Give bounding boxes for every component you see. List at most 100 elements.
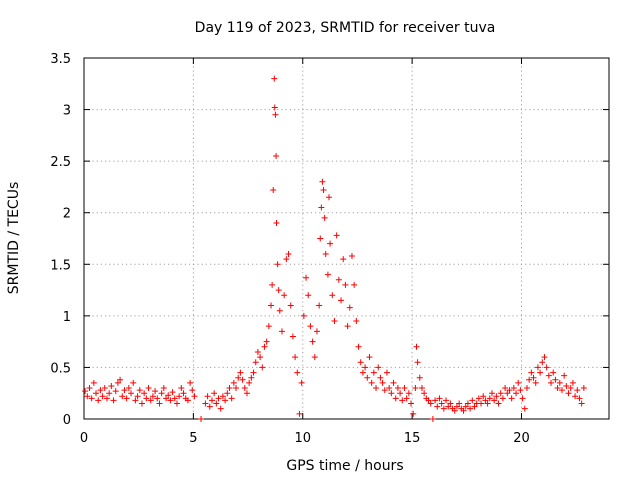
data-point (386, 385, 393, 392)
data-point (488, 390, 495, 397)
data-point (388, 390, 395, 397)
data-point (198, 416, 205, 422)
data-point (217, 405, 224, 412)
data-point (497, 390, 504, 397)
data-point (233, 385, 240, 392)
data-point (171, 395, 178, 402)
data-point (545, 372, 552, 379)
data-point (263, 338, 270, 345)
data-point (326, 194, 332, 201)
data-point (451, 407, 458, 414)
data-point (370, 369, 377, 376)
data-point (103, 395, 110, 402)
data-point (167, 397, 174, 404)
data-point (243, 390, 250, 397)
data-point (211, 390, 218, 397)
data-point (230, 379, 237, 386)
y-tick-label: 1.5 (50, 258, 71, 273)
data-point (273, 152, 280, 159)
data-point (556, 379, 563, 386)
data-point (324, 271, 331, 278)
data-point (187, 379, 194, 386)
data-point (143, 395, 150, 402)
data-point (241, 385, 248, 392)
data-point (271, 104, 278, 111)
data-point (228, 395, 235, 402)
data-point (88, 395, 95, 402)
chart-title: Day 119 of 2023, SRMTID for receiver tuv… (195, 20, 496, 36)
data-point (432, 397, 439, 404)
data-point (276, 307, 283, 314)
data-point (90, 379, 97, 386)
data-point (191, 393, 198, 400)
data-point (530, 374, 537, 381)
data-point (272, 111, 279, 118)
data-point (373, 385, 380, 392)
data-point (469, 397, 476, 404)
data-point (246, 379, 253, 386)
data-point (125, 385, 132, 392)
data-point (578, 400, 585, 407)
data-point (134, 393, 141, 400)
data-point (318, 204, 325, 211)
data-point (368, 379, 375, 386)
data-point (281, 292, 288, 299)
data-point (401, 385, 408, 392)
data-point (119, 393, 126, 400)
data-point (189, 387, 196, 394)
data-point (403, 395, 410, 402)
grid-layer (84, 58, 609, 419)
data-point (239, 376, 246, 383)
data-point (460, 407, 467, 414)
y-tick-label: 0.5 (50, 361, 71, 376)
data-point (180, 390, 187, 397)
data-point (541, 354, 548, 361)
data-point (482, 397, 489, 404)
data-point (298, 379, 305, 386)
data-point (434, 403, 441, 410)
data-point (219, 393, 226, 400)
data-point (346, 304, 353, 311)
x-tick-label: 5 (189, 431, 197, 446)
plot-frame (83, 57, 610, 420)
x-tick-label: 20 (513, 431, 530, 446)
data-point (261, 343, 268, 350)
data-point (554, 385, 561, 392)
data-point (379, 379, 386, 386)
data-point (130, 379, 137, 386)
data-point (523, 385, 530, 392)
data-point (405, 390, 412, 397)
data-point (558, 387, 565, 394)
data-point (283, 256, 290, 263)
data-point (327, 240, 334, 247)
data-point (270, 187, 277, 194)
data-point (510, 385, 517, 392)
data-point (418, 385, 425, 392)
data-point (147, 397, 154, 404)
data-point (493, 393, 500, 400)
data-point (123, 395, 130, 402)
y-tick-label: 0 (63, 413, 71, 428)
data-point (427, 400, 434, 407)
data-point (287, 302, 294, 309)
data-point (149, 393, 156, 400)
data-point (235, 374, 242, 381)
data-point (303, 274, 310, 281)
data-point (383, 369, 390, 376)
data-point (237, 369, 244, 376)
x-tick-label: 15 (404, 431, 421, 446)
data-point (521, 405, 528, 412)
data-point (440, 405, 447, 412)
data-point (294, 369, 301, 376)
data-point (576, 395, 583, 402)
data-point (338, 297, 345, 304)
data-point (275, 287, 282, 294)
data-point (128, 390, 135, 397)
data-point (154, 395, 161, 402)
y-tick-label: 3 (63, 104, 71, 119)
data-point (421, 390, 428, 397)
data-point (484, 400, 491, 407)
data-point (397, 390, 404, 397)
data-point (414, 359, 421, 366)
